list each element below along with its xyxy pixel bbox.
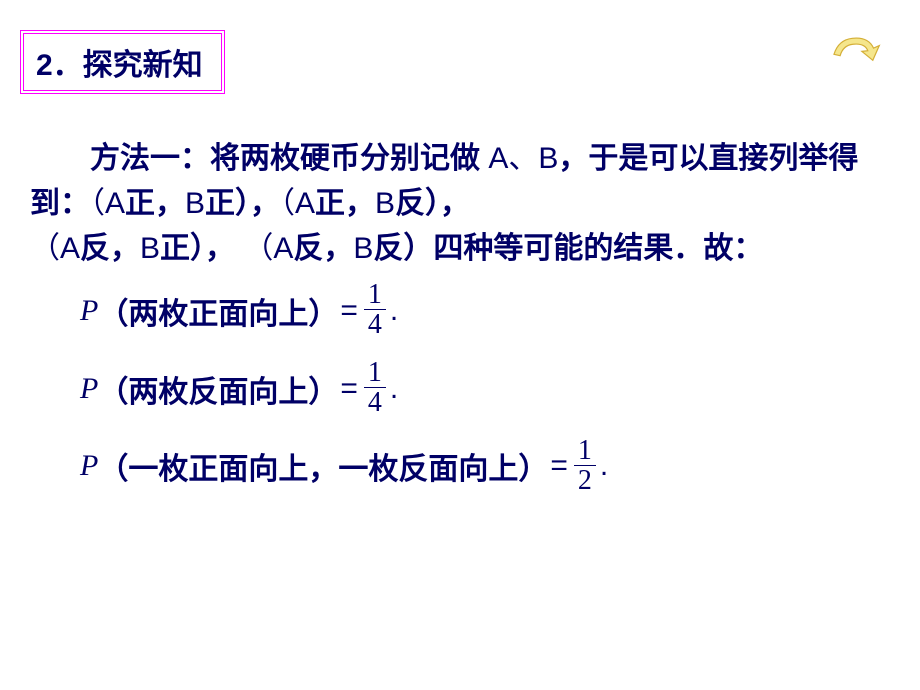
pair1d: 正），	[205, 187, 280, 220]
fraction-2: 1 4	[364, 359, 386, 419]
frac1-den: 4	[364, 309, 386, 341]
p-symbol: P	[80, 294, 98, 328]
equals: =	[340, 294, 358, 328]
content-paragraph: 方法一：将两枚硬币分别记做 A、B，于是可以直接列举得到：（A正，B正），（A正…	[30, 136, 890, 271]
frac2-den: 4	[364, 387, 386, 419]
equals: =	[340, 372, 358, 406]
period: .	[600, 449, 608, 483]
frac1-num: 1	[364, 281, 386, 309]
tail-text: 四种等可能的结果．故：	[433, 232, 763, 265]
back-arrow-icon[interactable]	[823, 25, 888, 82]
pair4a: （A	[235, 232, 293, 265]
lead-text-1: 方法一：将两枚硬币分别记做	[90, 142, 488, 175]
prob1-label: （两枚正面向上）	[98, 289, 338, 333]
p-symbol: P	[80, 449, 98, 483]
pair4c: B	[353, 232, 373, 265]
pair1b: 正，	[125, 187, 185, 220]
prob-line-1: P （两枚正面向上） = 1 4 .	[80, 281, 920, 341]
pair2a: （A	[280, 187, 315, 220]
prob-line-3: P （一枚正面向上，一枚反面向上） = 1 2 .	[80, 437, 920, 497]
period: .	[390, 372, 398, 406]
pair2c: B	[375, 187, 395, 220]
fraction-3: 1 2	[574, 437, 596, 497]
pair2d: 反），	[395, 187, 470, 220]
prob3-label: （一枚正面向上，一枚反面向上）	[98, 444, 548, 488]
frac2-num: 1	[364, 359, 386, 387]
pair3a: （A	[30, 232, 80, 265]
pair2b: 正，	[315, 187, 375, 220]
prob2-label: （两枚反面向上）	[98, 367, 338, 411]
pair1a: （A	[90, 187, 125, 220]
frac3-num: 1	[574, 437, 596, 465]
frac3-den: 2	[574, 465, 596, 497]
fraction-1: 1 4	[364, 281, 386, 341]
pair3b: 反，	[80, 232, 140, 265]
pair3c: B	[140, 232, 160, 265]
pair4b: 反，	[293, 232, 353, 265]
period: .	[390, 294, 398, 328]
section-header: 2．探究新知	[20, 30, 225, 94]
pair4d: 反）	[373, 232, 433, 265]
probability-block: P （两枚正面向上） = 1 4 . P （两枚反面向上） = 1 4 . P …	[80, 281, 920, 496]
pair3d: 正），	[160, 232, 235, 265]
prob-line-2: P （两枚反面向上） = 1 4 .	[80, 359, 920, 419]
section-title: 2．探究新知	[36, 49, 203, 82]
pair1c: B	[185, 187, 205, 220]
equals: =	[550, 449, 568, 483]
ab-text: A、B	[488, 142, 558, 175]
p-symbol: P	[80, 372, 98, 406]
